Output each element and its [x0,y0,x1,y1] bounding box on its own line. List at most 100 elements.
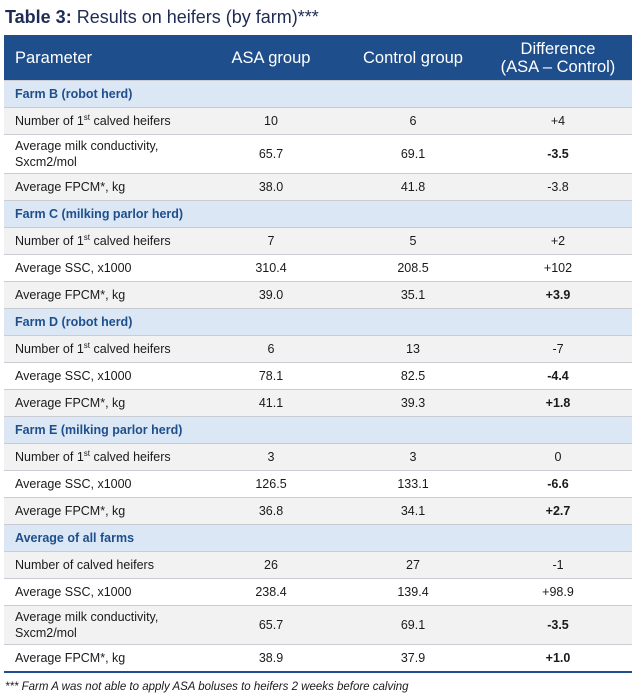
parameter-name: Average milk conductivity, Sxcm2/mol [15,610,159,640]
table-row: Average FPCM*, kg 39.0 35.1 +3.9 [4,281,632,309]
results-table: Parameter ASA group Control group Differ… [4,35,632,673]
asa-value: 38.0 [200,173,342,201]
control-value: 34.1 [342,497,484,525]
parameter-cell: Average FPCM*, kg [4,644,200,673]
section-header-row: Farm E (milking parlor herd) [4,416,632,444]
parameter-name: Number of calved heifers [15,558,154,572]
parameter-cell: Average milk conductivity, Sxcm2/mol [4,605,200,645]
parameter-name: Number of 1 [15,234,84,248]
control-value: 133.1 [342,470,484,498]
table-row: Average SSC, x1000 310.4 208.5 +102 [4,254,632,282]
asa-value: 65.7 [200,134,342,174]
difference-value: -3.5 [484,605,632,645]
parameter-name: Number of 1 [15,450,84,464]
table-row: Average SSC, x1000 238.4 139.4 +98.9 [4,578,632,606]
table-row: Average milk conductivity, Sxcm2/mol 65.7… [4,134,632,174]
asa-value: 39.0 [200,281,342,309]
control-value: 6 [342,107,484,135]
control-value: 69.1 [342,134,484,174]
header-difference-line2: (ASA – Control) [500,57,616,76]
difference-value: 0 [484,443,632,471]
table-number: Table 3: [5,7,72,27]
parameter-name: Number of 1 [15,114,84,128]
ordinal-suffix: st [83,232,91,242]
table-row: Average FPCM*, kg 38.0 41.8 -3.8 [4,173,632,201]
parameter-name: Average milk conductivity, Sxcm2/mol [15,139,159,169]
asa-value: 65.7 [200,605,342,645]
parameter-cell: Average FPCM*, kg [4,497,200,525]
control-value: 13 [342,335,484,363]
table-row: Average FPCM*, kg 36.8 34.1 +2.7 [4,497,632,525]
table-row: Number of 1st calved heifers 6 13 -7 [4,335,632,363]
parameter-name: Average SSC, x1000 [15,477,132,491]
parameter-cell: Average FPCM*, kg [4,389,200,417]
parameter-name: Average FPCM*, kg [15,288,126,302]
header-difference: Difference (ASA – Control) [484,35,632,81]
control-value: 208.5 [342,254,484,282]
parameter-cell: Number of 1st calved heifers [4,227,200,255]
header-control-group: Control group [342,35,484,81]
parameter-cell: Number of calved heifers [4,551,200,579]
control-value: 41.8 [342,173,484,201]
difference-value: +98.9 [484,578,632,606]
difference-value: -3.8 [484,173,632,201]
parameter-cell: Average SSC, x1000 [4,362,200,390]
table-body: Farm B (robot herd) Number of 1st calved … [4,80,632,673]
table-row: Average FPCM*, kg 38.9 37.9 +1.0 [4,644,632,673]
section-title: Farm B (robot herd) [4,80,632,108]
section-title: Average of all farms [4,524,632,552]
table-caption: Table 3: Results on heifers (by farm)*** [5,3,319,31]
section-header-row: Farm D (robot herd) [4,308,632,336]
table-row: Number of 1st calved heifers 10 6 +4 [4,107,632,135]
table-row: Average SSC, x1000 126.5 133.1 -6.6 [4,470,632,498]
parameter-cell: Average milk conductivity, Sxcm2/mol [4,134,200,174]
parameter-name: Average SSC, x1000 [15,585,132,599]
parameter-name-tail: calved heifers [90,234,171,248]
parameter-cell: Average FPCM*, kg [4,281,200,309]
asa-value: 310.4 [200,254,342,282]
section-header-row: Average of all farms [4,524,632,552]
table-row: Number of 1st calved heifers 3 3 0 [4,443,632,471]
control-value: 39.3 [342,389,484,417]
asa-value: 3 [200,443,342,471]
header-asa-group: ASA group [200,35,342,81]
parameter-name: Average FPCM*, kg [15,504,126,518]
parameter-cell: Average FPCM*, kg [4,173,200,201]
header-row: Parameter ASA group Control group Differ… [4,35,632,81]
parameter-cell: Average SSC, x1000 [4,470,200,498]
parameter-name: Average FPCM*, kg [15,180,126,194]
difference-value: +4 [484,107,632,135]
control-value: 27 [342,551,484,579]
section-title: Farm D (robot herd) [4,308,632,336]
difference-value: -7 [484,335,632,363]
parameter-name-tail: calved heifers [90,450,171,464]
difference-value: +2 [484,227,632,255]
section-header-row: Farm B (robot herd) [4,80,632,108]
difference-value: +102 [484,254,632,282]
parameter-cell: Average SSC, x1000 [4,578,200,606]
parameter-name-tail: calved heifers [90,114,171,128]
asa-value: 36.8 [200,497,342,525]
section-header-row: Farm C (milking parlor herd) [4,200,632,228]
difference-value: +1.0 [484,644,632,673]
asa-value: 26 [200,551,342,579]
section-title: Farm C (milking parlor herd) [4,200,632,228]
footnote: *** Farm A was not able to apply ASA bol… [5,681,409,693]
asa-value: 38.9 [200,644,342,673]
asa-value: 6 [200,335,342,363]
ordinal-suffix: st [83,112,91,122]
section-title: Farm E (milking parlor herd) [4,416,632,444]
parameter-cell: Number of 1st calved heifers [4,335,200,363]
ordinal-suffix: st [83,448,91,458]
control-value: 3 [342,443,484,471]
table-row: Average milk conductivity, Sxcm2/mol 65.7… [4,605,632,645]
parameter-name: Average FPCM*, kg [15,396,126,410]
parameter-name-tail: calved heifers [90,342,171,356]
difference-value: -6.6 [484,470,632,498]
parameter-name: Number of 1 [15,342,84,356]
difference-value: +2.7 [484,497,632,525]
parameter-cell: Number of 1st calved heifers [4,443,200,471]
parameter-name: Average SSC, x1000 [15,261,132,275]
difference-value: +1.8 [484,389,632,417]
control-value: 5 [342,227,484,255]
